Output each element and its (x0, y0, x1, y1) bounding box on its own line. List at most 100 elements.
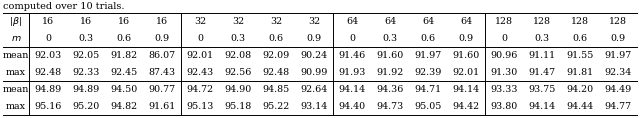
Text: 90.99: 90.99 (300, 68, 328, 77)
Text: 0: 0 (501, 34, 507, 43)
Text: 95.16: 95.16 (35, 102, 61, 111)
Text: max: max (6, 68, 26, 77)
Text: 93.80: 93.80 (490, 102, 518, 111)
Text: 32: 32 (232, 17, 244, 26)
Text: $m$: $m$ (11, 34, 21, 43)
Text: 91.81: 91.81 (566, 68, 593, 77)
Text: 94.89: 94.89 (72, 85, 100, 94)
Text: 0.3: 0.3 (79, 34, 93, 43)
Text: 95.05: 95.05 (414, 102, 442, 111)
Text: 94.72: 94.72 (186, 85, 214, 94)
Text: 0.3: 0.3 (230, 34, 246, 43)
Text: 92.08: 92.08 (225, 51, 252, 60)
Text: 90.77: 90.77 (148, 85, 175, 94)
Text: 91.93: 91.93 (339, 68, 365, 77)
Text: 128: 128 (533, 17, 551, 26)
Text: 94.42: 94.42 (452, 102, 479, 111)
Text: 16: 16 (118, 17, 130, 26)
Text: 94.89: 94.89 (35, 85, 61, 94)
Text: 92.43: 92.43 (186, 68, 214, 77)
Text: 0: 0 (349, 34, 355, 43)
Text: 0.9: 0.9 (154, 34, 170, 43)
Text: 32: 32 (270, 17, 282, 26)
Text: 0.6: 0.6 (116, 34, 132, 43)
Text: 93.14: 93.14 (300, 102, 328, 111)
Text: 91.60: 91.60 (452, 51, 479, 60)
Text: max: max (6, 102, 26, 111)
Text: 91.97: 91.97 (604, 51, 632, 60)
Text: 94.77: 94.77 (604, 102, 632, 111)
Text: 91.30: 91.30 (490, 68, 518, 77)
Text: 86.07: 86.07 (148, 51, 175, 60)
Text: 91.92: 91.92 (376, 68, 404, 77)
Text: 0: 0 (197, 34, 203, 43)
Text: 0.6: 0.6 (420, 34, 436, 43)
Text: 94.73: 94.73 (376, 102, 404, 111)
Text: 0.3: 0.3 (383, 34, 397, 43)
Text: mean: mean (3, 85, 29, 94)
Text: 94.82: 94.82 (111, 102, 138, 111)
Text: 0.9: 0.9 (458, 34, 474, 43)
Text: 91.61: 91.61 (148, 102, 175, 111)
Text: 94.50: 94.50 (110, 85, 138, 94)
Text: 0.3: 0.3 (534, 34, 550, 43)
Text: 95.13: 95.13 (186, 102, 214, 111)
Text: 0.6: 0.6 (268, 34, 284, 43)
Text: 92.09: 92.09 (262, 51, 290, 60)
Text: $|\beta|$: $|\beta|$ (10, 15, 22, 28)
Text: 94.14: 94.14 (452, 85, 479, 94)
Text: 95.20: 95.20 (72, 102, 100, 111)
Text: 64: 64 (346, 17, 358, 26)
Text: 0.9: 0.9 (611, 34, 625, 43)
Text: 95.22: 95.22 (262, 102, 290, 111)
Text: 94.14: 94.14 (529, 102, 556, 111)
Text: 91.60: 91.60 (376, 51, 404, 60)
Text: 92.01: 92.01 (186, 51, 214, 60)
Text: 32: 32 (308, 17, 320, 26)
Text: 92.48: 92.48 (35, 68, 61, 77)
Text: 92.39: 92.39 (414, 68, 442, 77)
Text: computed over 10 trials.: computed over 10 trials. (3, 2, 125, 11)
Text: 91.11: 91.11 (529, 51, 556, 60)
Text: 94.90: 94.90 (225, 85, 252, 94)
Text: 91.47: 91.47 (529, 68, 556, 77)
Text: 16: 16 (80, 17, 92, 26)
Text: 92.01: 92.01 (452, 68, 479, 77)
Text: 93.33: 93.33 (490, 85, 518, 94)
Text: 128: 128 (609, 17, 627, 26)
Text: 95.18: 95.18 (225, 102, 252, 111)
Text: mean: mean (3, 51, 29, 60)
Text: 93.75: 93.75 (528, 85, 556, 94)
Text: 91.97: 91.97 (414, 51, 442, 60)
Text: 0: 0 (45, 34, 51, 43)
Text: 91.46: 91.46 (339, 51, 365, 60)
Text: 92.56: 92.56 (224, 68, 252, 77)
Text: 92.33: 92.33 (72, 68, 100, 77)
Text: 128: 128 (495, 17, 513, 26)
Text: 94.36: 94.36 (376, 85, 404, 94)
Text: 94.14: 94.14 (339, 85, 365, 94)
Text: 90.24: 90.24 (300, 51, 328, 60)
Text: 94.20: 94.20 (566, 85, 593, 94)
Text: 92.05: 92.05 (72, 51, 100, 60)
Text: 87.43: 87.43 (148, 68, 175, 77)
Text: 92.48: 92.48 (262, 68, 289, 77)
Text: 0.9: 0.9 (307, 34, 321, 43)
Text: 92.45: 92.45 (110, 68, 138, 77)
Text: 16: 16 (156, 17, 168, 26)
Text: 64: 64 (384, 17, 396, 26)
Text: 91.82: 91.82 (111, 51, 138, 60)
Text: 16: 16 (42, 17, 54, 26)
Text: 92.34: 92.34 (604, 68, 632, 77)
Text: 92.03: 92.03 (35, 51, 61, 60)
Text: 91.55: 91.55 (566, 51, 594, 60)
Text: 0.6: 0.6 (572, 34, 588, 43)
Text: 94.85: 94.85 (262, 85, 290, 94)
Text: 90.96: 90.96 (490, 51, 518, 60)
Text: 94.40: 94.40 (339, 102, 365, 111)
Text: 32: 32 (194, 17, 206, 26)
Text: 64: 64 (422, 17, 434, 26)
Text: 64: 64 (460, 17, 472, 26)
Text: 92.64: 92.64 (300, 85, 328, 94)
Text: 94.71: 94.71 (415, 85, 442, 94)
